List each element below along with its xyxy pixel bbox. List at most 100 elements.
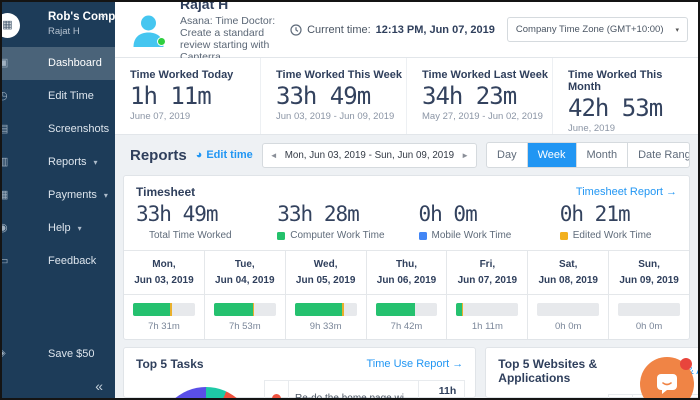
online-status-dot	[157, 37, 166, 46]
current-time-label: Current time:	[307, 23, 371, 36]
sidebar-item-screenshots[interactable]: ▤ Screenshots	[2, 113, 115, 146]
next-week-icon[interactable]: ►	[461, 150, 470, 160]
chevron-down-icon[interactable]: ▾	[100, 13, 105, 22]
day-name: Mon,	[152, 259, 176, 270]
day-name: Thu,	[395, 259, 418, 270]
day-date: Jun 03, 2019	[134, 274, 194, 286]
stat-label: Time Worked This Week	[276, 69, 402, 81]
summary-value: 0h 0m	[418, 202, 478, 226]
timezone-select[interactable]: Company Time Zone (GMT+10:00) ▾	[506, 17, 688, 42]
gift-icon: ◈	[2, 348, 6, 359]
stat-time-worked-this-month: Time Worked This Month 42h 53m June, 201…	[553, 58, 698, 134]
view-day-button[interactable]: Day	[487, 143, 528, 167]
payments-icon: ▦	[2, 179, 8, 212]
sidebar-item-label: Dashboard	[48, 57, 102, 69]
help-icon: ◉	[2, 212, 8, 245]
day-name: Sat,	[559, 259, 578, 270]
day-column-wed[interactable]: Wed, Jun 05, 2019 9h 33m	[285, 251, 367, 339]
day-total-time: 7h 42m	[390, 321, 423, 332]
view-date-range-button[interactable]: Date Range	[638, 149, 689, 161]
sidebar-item-feedback[interactable]: ▭ Feedback	[2, 245, 115, 278]
sidebar-item-label: Reports	[48, 156, 87, 168]
company-switcher[interactable]: ▦ Rob's Company ▾ Rajat H	[2, 2, 115, 43]
main-content: Rajat H Asana: Time Doctor: Create a sta…	[115, 2, 698, 398]
report-icon: ▥	[2, 146, 8, 179]
tasks-list: Re-do the home page wi... 11h52m	[264, 380, 466, 398]
sidebar-collapse-icon[interactable]: «	[95, 378, 103, 394]
chevron-down-icon: ▾	[93, 158, 98, 167]
sidebar-nav: ▣ Dashboard ◷ Edit Time ▤ Screenshots ▥ …	[2, 47, 115, 278]
day-progress-bar	[375, 303, 438, 316]
day-total-time: 7h 31m	[148, 321, 180, 332]
time-use-report-link[interactable]: Time Use Report →	[366, 358, 464, 370]
summary-mobile-time: 0h 0m Mobile Work Time	[407, 202, 548, 241]
clock-partial-icon: ◕	[195, 149, 203, 161]
avatar	[130, 11, 167, 48]
top-webapps-title: Top 5 Websites & Applications	[498, 357, 598, 385]
notification-badge	[680, 358, 692, 370]
summary-label: Mobile Work Time	[431, 230, 512, 241]
save-offer-label: Save $50	[48, 348, 95, 360]
stat-label: Time Worked This Month	[568, 69, 663, 93]
day-column-fri[interactable]: Fri, Jun 07, 2019 1h 11m	[447, 251, 529, 339]
edit-time-link[interactable]: ◕ Edit time	[196, 149, 253, 161]
chevron-down-icon: ▾	[77, 224, 82, 233]
top-tasks-title: Top 5 Tasks	[136, 357, 204, 371]
current-time: Current time: 12:13 PM, Jun 07, 2019	[290, 24, 495, 36]
task-row[interactable]: Re-do the home page wi... 11h52m	[265, 381, 464, 398]
stat-time-worked-today: Time Worked Today 1h 11m June 07, 2019	[115, 58, 261, 134]
clock-icon	[290, 23, 302, 36]
stat-value: 1h 11m	[130, 82, 212, 110]
date-range-picker: ◄ Mon, Jun 03, 2019 - Sun, Jun 09, 2019 …	[261, 142, 478, 168]
company-name: Rob's Company	[48, 11, 115, 23]
stat-period: June 07, 2019	[130, 111, 191, 122]
header: Rajat H Asana: Time Doctor: Create a sta…	[115, 0, 698, 63]
edited-time-swatch	[559, 231, 568, 240]
timesheet-report-link[interactable]: Timesheet Report →	[575, 186, 677, 198]
day-column-mon[interactable]: Mon, Jun 03, 2019 7h 31m	[124, 251, 205, 339]
timesheet-title: Timesheet	[136, 185, 196, 199]
date-range-value[interactable]: Mon, Jun 03, 2019 - Sun, Jun 09, 2019	[284, 149, 455, 161]
day-column-sun[interactable]: Sun, Jun 09, 2019 0h 0m	[609, 251, 690, 339]
day-total-time: 1h 11m	[471, 321, 503, 332]
sidebar-item-help[interactable]: ◉ Help ▾	[2, 212, 115, 245]
day-date: Jun 09, 2019	[619, 274, 679, 286]
weekly-day-grid: Mon, Jun 03, 2019 7h 31m Tue, Jun 04, 2019…	[124, 250, 690, 339]
summary-value: 33h 49m	[136, 202, 219, 226]
sidebar-item-label: Screenshots	[48, 123, 110, 135]
user-silhouette-icon	[133, 15, 164, 47]
top-tasks-card: Top 5 Tasks Time Use Report → Re-do the …	[123, 347, 477, 398]
sidebar-item-label: Edit Time	[48, 90, 94, 102]
prev-week-icon[interactable]: ◄	[269, 150, 278, 160]
day-date: Jun 04, 2019	[215, 274, 275, 286]
sidebar-item-edit-time[interactable]: ◷ Edit Time	[2, 80, 115, 113]
day-name: Wed,	[313, 259, 338, 270]
day-column-sat[interactable]: Sat, Jun 08, 2019 0h 0m	[528, 251, 610, 339]
day-progress-bar	[618, 303, 681, 316]
webapp-row[interactable]: docs.google.com 5	[609, 395, 698, 398]
day-progress-bar	[213, 303, 276, 316]
view-toggle-group: Day Week Month Date Range	[486, 142, 690, 168]
screenshot-icon: ▤	[2, 113, 8, 146]
chat-widget-button[interactable]	[640, 357, 694, 398]
summary-value: 0h 21m	[559, 202, 631, 226]
sidebar-item-dashboard[interactable]: ▣ Dashboard	[2, 47, 115, 80]
sidebar-item-payments[interactable]: ▦ Payments ▾	[2, 179, 115, 212]
day-column-thu[interactable]: Thu, Jun 06, 2019 7h 42m	[366, 251, 448, 339]
computer-time-swatch	[277, 231, 286, 240]
day-column-tue[interactable]: Tue, Jun 04, 2019 7h 53m	[204, 251, 286, 339]
sidebar: ▦ Rob's Company ▾ Rajat H ▣ Dashboard ◷ …	[2, 2, 115, 398]
sidebar-item-reports[interactable]: ▥ Reports ▾	[2, 146, 115, 179]
save-offer-link[interactable]: ◈ Save $50	[2, 348, 115, 360]
chevron-down-icon: ▾	[675, 26, 679, 34]
view-week-button[interactable]: Week	[527, 143, 577, 167]
bottom-cards: Top 5 Tasks Time Use Report → Re-do the …	[123, 347, 698, 398]
stat-value: 42h 53m	[568, 94, 663, 122]
day-date: Jun 06, 2019	[376, 274, 437, 286]
day-name: Sun,	[638, 259, 660, 270]
view-month-button[interactable]: Month	[577, 143, 629, 167]
user-name: Rajat H	[180, 0, 229, 12]
stat-value: 34h 23m	[422, 82, 517, 110]
day-total-time: 0h 0m	[555, 321, 582, 332]
summary-computer-time: 33h 28m Computer Work Time	[265, 202, 406, 241]
